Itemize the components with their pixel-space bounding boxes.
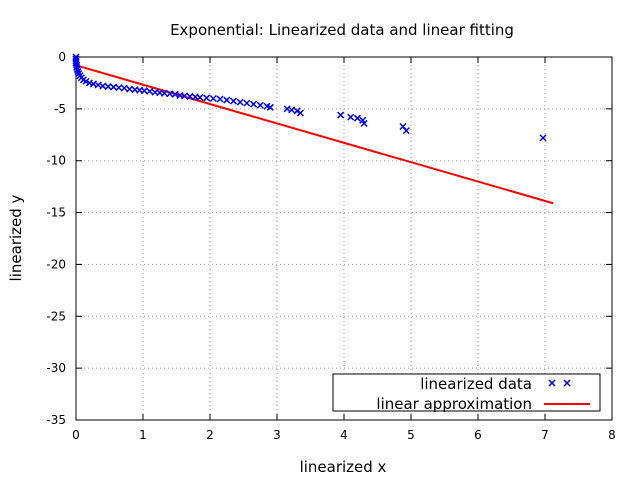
data-point xyxy=(347,113,355,121)
data-point xyxy=(360,119,368,127)
data-point xyxy=(236,98,244,106)
data-point xyxy=(120,84,128,92)
legend-marker-data xyxy=(548,379,571,387)
y-tick-label: 0 xyxy=(58,50,66,64)
data-point xyxy=(256,101,264,109)
data-point xyxy=(296,109,304,117)
data-point xyxy=(288,106,296,114)
x-tick-label: 7 xyxy=(541,428,549,442)
data-point xyxy=(73,63,81,71)
x-tick-label: 2 xyxy=(206,428,214,442)
legend: linearized data linear approximation xyxy=(332,373,601,413)
chart-title: Exponential: Linearized data and linear … xyxy=(170,21,514,39)
x-axis-label: linearized x xyxy=(300,458,387,476)
data-point xyxy=(216,95,224,103)
legend-marker-x xyxy=(563,379,571,387)
data-point xyxy=(539,134,547,142)
data-point xyxy=(353,114,361,122)
x-tick-label: 8 xyxy=(608,428,616,442)
data-point xyxy=(402,127,410,135)
data-point xyxy=(243,99,251,107)
y-tick-label: -20 xyxy=(46,257,66,271)
data-point xyxy=(209,94,217,103)
fit-line-group xyxy=(75,64,554,205)
y-tick-label: -15 xyxy=(46,206,66,220)
data-point xyxy=(196,93,204,101)
legend-label-data: linearized data xyxy=(420,375,532,393)
data-point xyxy=(229,97,237,105)
y-axis-label: linearized y xyxy=(7,194,25,281)
grid xyxy=(76,57,612,420)
y-tick-label: -30 xyxy=(46,361,66,375)
fit-line xyxy=(75,64,554,205)
x-tick-label: 3 xyxy=(273,428,281,442)
x-tick-label: 0 xyxy=(72,428,80,442)
data-point xyxy=(203,94,211,102)
data-point xyxy=(74,67,82,76)
x-tick-label: 1 xyxy=(139,428,147,442)
y-tick-label: -25 xyxy=(46,309,66,323)
data-point xyxy=(73,65,81,73)
y-tick-label: -5 xyxy=(54,102,66,116)
axis-ticks: 0 1 2 3 4 5 6 7 8 0 -5 -10 -15 -20 -25 -30 -35 xyxy=(46,50,615,442)
data-point xyxy=(337,111,345,119)
data-point xyxy=(146,87,154,95)
legend-label-fit: linear approximation xyxy=(376,395,532,413)
data-point xyxy=(293,107,301,115)
x-tick-label: 6 xyxy=(474,428,482,442)
data-points-group xyxy=(72,53,547,142)
legend-marker-x xyxy=(548,379,556,387)
data-point xyxy=(223,96,231,104)
y-tick-label: -10 xyxy=(46,154,66,168)
y-tick-label: -35 xyxy=(46,413,66,427)
x-tick-label: 4 xyxy=(340,428,348,442)
data-point xyxy=(250,100,258,108)
data-point xyxy=(266,103,274,111)
plot-frame xyxy=(75,56,613,421)
x-tick-label: 5 xyxy=(407,428,415,442)
